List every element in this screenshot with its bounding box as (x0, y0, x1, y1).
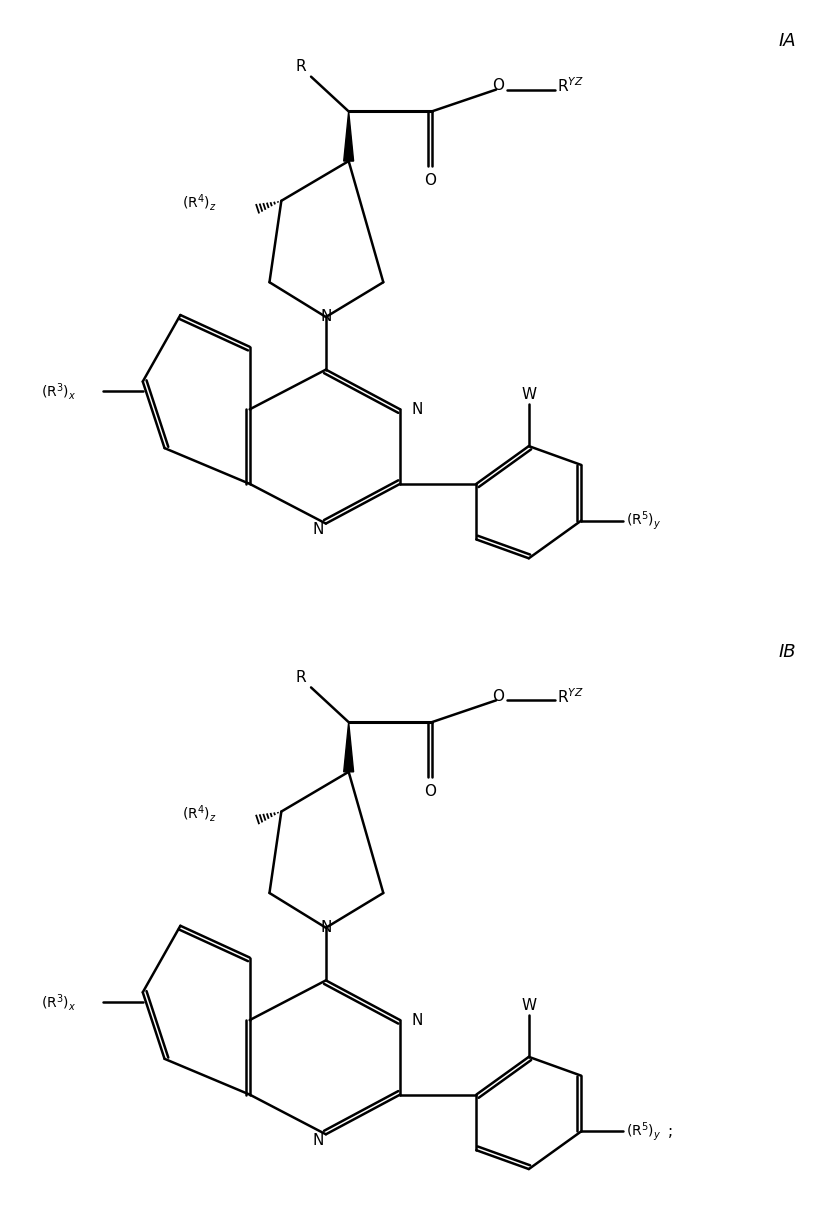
Text: ;: ; (667, 1124, 672, 1139)
Text: N: N (312, 521, 324, 537)
Text: N: N (411, 1013, 422, 1027)
Text: IB: IB (778, 642, 796, 660)
Text: R$^{YZ}$: R$^{YZ}$ (557, 76, 583, 95)
Text: N: N (411, 402, 422, 416)
Text: (R$^3$)$_x$: (R$^3$)$_x$ (41, 992, 77, 1013)
Text: (R$^4$)$_z$: (R$^4$)$_z$ (183, 803, 217, 824)
Text: N: N (320, 920, 331, 935)
Text: IA: IA (778, 31, 796, 49)
Text: O: O (424, 785, 436, 799)
Polygon shape (344, 111, 354, 161)
Text: (R$^5$)$_y$: (R$^5$)$_y$ (626, 1120, 661, 1143)
Text: (R$^3$)$_x$: (R$^3$)$_x$ (41, 381, 77, 402)
Text: R$^{YZ}$: R$^{YZ}$ (557, 687, 583, 706)
Polygon shape (344, 722, 354, 771)
Text: R: R (296, 59, 306, 75)
Text: W: W (521, 387, 536, 402)
Text: N: N (320, 309, 331, 325)
Text: W: W (521, 998, 536, 1013)
Text: O: O (424, 174, 436, 188)
Text: (R$^5$)$_y$: (R$^5$)$_y$ (626, 509, 661, 532)
Text: O: O (492, 78, 504, 93)
Text: O: O (492, 689, 504, 704)
Text: N: N (312, 1132, 324, 1148)
Text: (R$^4$)$_z$: (R$^4$)$_z$ (183, 192, 217, 214)
Text: R: R (296, 670, 306, 686)
